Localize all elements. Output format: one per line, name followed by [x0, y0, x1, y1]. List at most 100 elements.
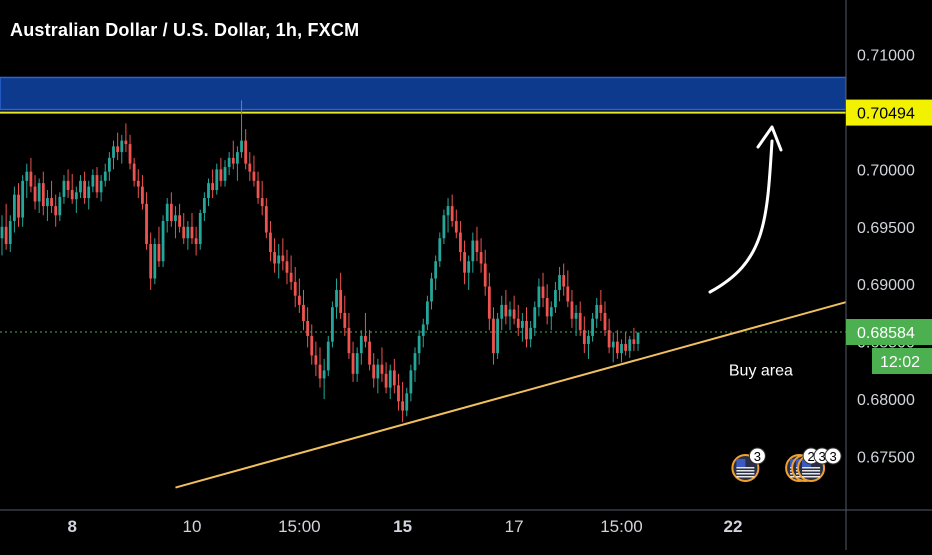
candle-body[interactable]	[12, 194, 16, 222]
candle-body[interactable]	[339, 289, 343, 313]
candle-body[interactable]	[459, 232, 462, 253]
candle-body[interactable]	[112, 146, 115, 158]
candle-body[interactable]	[256, 180, 260, 199]
candle-body[interactable]	[591, 318, 594, 336]
candle-body[interactable]	[554, 289, 557, 308]
candle-body[interactable]	[492, 318, 495, 354]
candle-body[interactable]	[285, 261, 289, 273]
candle-body[interactable]	[310, 335, 314, 356]
candle-body[interactable]	[388, 370, 392, 388]
candle-body[interactable]	[202, 198, 206, 213]
candle-body[interactable]	[236, 152, 239, 164]
candle-body[interactable]	[124, 140, 128, 145]
candle-body[interactable]	[496, 318, 499, 354]
candle-body[interactable]	[314, 355, 318, 365]
candle-body[interactable]	[41, 183, 45, 207]
candle-body[interactable]	[611, 341, 615, 348]
candle-body[interactable]	[153, 244, 157, 279]
candle-body[interactable]	[570, 301, 574, 319]
candle-body[interactable]	[182, 226, 186, 239]
candle-body[interactable]	[380, 364, 384, 374]
candle-body[interactable]	[277, 255, 281, 264]
candle-body[interactable]	[46, 198, 49, 207]
candle-body[interactable]	[537, 286, 541, 308]
candle-body[interactable]	[174, 215, 177, 222]
candle-body[interactable]	[145, 203, 148, 245]
candle-body[interactable]	[368, 341, 371, 365]
candle-body[interactable]	[54, 206, 58, 216]
candle-body[interactable]	[467, 261, 471, 273]
candle-body[interactable]	[376, 364, 380, 379]
candle-body[interactable]	[578, 312, 582, 331]
candle-body[interactable]	[421, 324, 425, 336]
candle-body[interactable]	[401, 401, 405, 411]
candle-body[interactable]	[479, 252, 483, 264]
candle-body[interactable]	[628, 339, 632, 351]
candle-body[interactable]	[405, 393, 409, 411]
candle-body[interactable]	[504, 304, 508, 317]
candle-body[interactable]	[397, 385, 400, 402]
candle-body[interactable]	[603, 312, 607, 331]
candle-body[interactable]	[149, 244, 153, 279]
candle-body[interactable]	[194, 238, 198, 245]
candle-body[interactable]	[487, 286, 491, 319]
price-axis[interactable]	[846, 0, 932, 550]
event-count-badge[interactable]	[748, 447, 766, 465]
candle-body[interactable]	[215, 169, 219, 191]
candle-body[interactable]	[587, 335, 590, 344]
candle-body[interactable]	[306, 320, 310, 336]
candle-body[interactable]	[289, 272, 293, 282]
candle-body[interactable]	[500, 304, 504, 319]
candle-body[interactable]	[161, 221, 165, 262]
candle-body[interactable]	[372, 364, 376, 379]
candle-body[interactable]	[425, 301, 429, 325]
candle-body[interactable]	[607, 330, 611, 348]
candle-body[interactable]	[322, 370, 326, 379]
candle-body[interactable]	[198, 212, 202, 245]
candle-body[interactable]	[558, 275, 561, 290]
candle-body[interactable]	[624, 343, 628, 351]
candle-body[interactable]	[132, 163, 136, 181]
candle-body[interactable]	[219, 169, 223, 181]
candle-body[interactable]	[116, 146, 120, 153]
candle-body[interactable]	[364, 335, 367, 342]
candle-body[interactable]	[207, 183, 210, 199]
candle-body[interactable]	[620, 343, 623, 354]
candle-body[interactable]	[223, 167, 227, 181]
candle-body[interactable]	[529, 327, 533, 340]
candle-body[interactable]	[533, 307, 537, 328]
candle-body[interactable]	[582, 330, 586, 344]
candle-body[interactable]	[178, 215, 181, 227]
candle-body[interactable]	[335, 289, 338, 308]
candle-body[interactable]	[512, 309, 516, 319]
candle-body[interactable]	[508, 309, 512, 317]
candle-body[interactable]	[417, 335, 421, 354]
candle-body[interactable]	[302, 304, 305, 321]
candle-body[interactable]	[25, 171, 29, 181]
candle-body[interactable]	[347, 327, 351, 354]
candle-body[interactable]	[438, 238, 442, 262]
candle-body[interactable]	[331, 307, 334, 342]
candle-body[interactable]	[79, 180, 82, 193]
candle-body[interactable]	[549, 307, 553, 317]
candle-body[interactable]	[70, 190, 74, 200]
candle-body[interactable]	[136, 180, 140, 187]
candle-body[interactable]	[252, 171, 256, 181]
candle-body[interactable]	[636, 332, 640, 344]
candle-body[interactable]	[227, 157, 231, 168]
candle-body[interactable]	[574, 312, 578, 319]
candle-body[interactable]	[392, 370, 396, 386]
candle-body[interactable]	[595, 304, 599, 319]
candle-body[interactable]	[293, 281, 297, 296]
candle-body[interactable]	[58, 196, 62, 216]
candle-body[interactable]	[599, 304, 603, 313]
candle-body[interactable]	[384, 373, 388, 388]
candle-body[interactable]	[128, 144, 132, 164]
candle-body[interactable]	[454, 221, 458, 233]
candle-body[interactable]	[520, 320, 524, 328]
candle-body[interactable]	[91, 175, 95, 187]
candle-body[interactable]	[273, 252, 276, 264]
candle-body[interactable]	[442, 215, 446, 239]
